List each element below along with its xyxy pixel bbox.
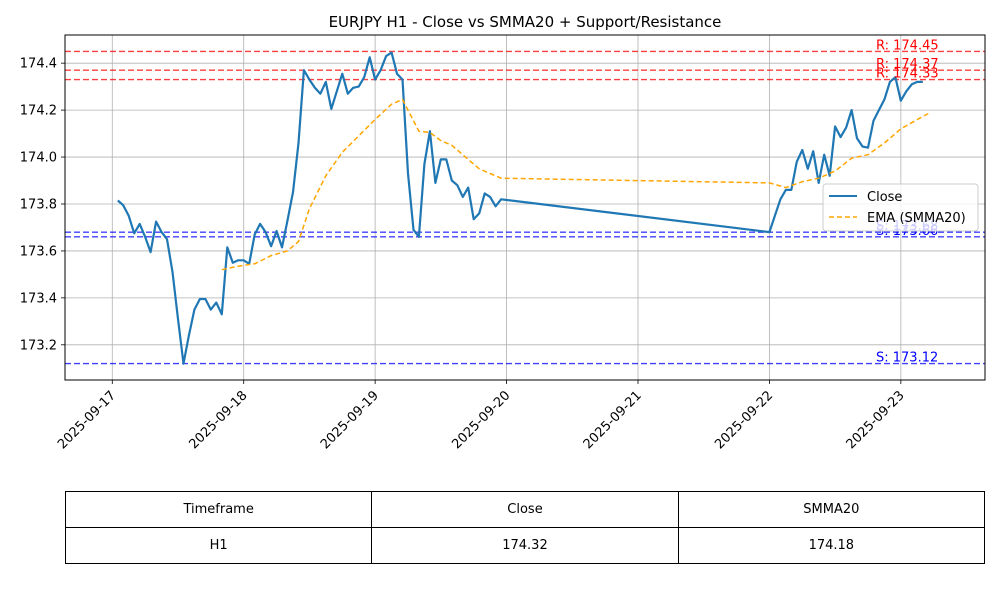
table-row: H1 174.32 174.18 <box>64 527 986 564</box>
smma20-series-line <box>221 98 929 271</box>
x-tick-label: 2025-09-23 <box>844 388 908 452</box>
support-label: S: 173.12 <box>876 351 938 366</box>
x-tick-label: 2025-09-21 <box>581 388 645 452</box>
axis-ticks: 2025-09-17 2025-09-18 2025-09-19 2025-09-20… <box>20 57 908 453</box>
table-header-cell: Timeframe <box>64 491 373 528</box>
table-header-cell: Close <box>371 491 679 528</box>
table-cell: 174.32 <box>371 527 679 564</box>
legend-label-close: Close <box>867 190 902 205</box>
x-tick-label: 2025-09-22 <box>712 388 776 452</box>
x-tick-label: 2025-09-19 <box>318 388 382 452</box>
y-tick-label: 174.0 <box>20 151 57 166</box>
table-cell: H1 <box>64 527 373 564</box>
legend-box <box>822 183 979 232</box>
series-lines <box>117 51 929 365</box>
resistance-label: R: 174.45 <box>876 38 939 53</box>
x-tick-label: 2025-09-18 <box>186 388 250 452</box>
legend-label-smma: EMA (SMMA20) <box>867 211 966 226</box>
plot-area-frame <box>64 34 986 381</box>
y-tick-label: 173.2 <box>20 338 57 353</box>
legend: Close EMA (SMMA20) <box>822 183 979 232</box>
x-tick-label: 2025-09-17 <box>55 388 119 452</box>
y-tick-label: 173.6 <box>20 244 57 259</box>
resistance-label: R: 174.33 <box>876 67 939 82</box>
support-resistance-lines <box>65 50 985 365</box>
close-series-line <box>117 51 923 365</box>
y-tick-label: 174.2 <box>20 104 57 119</box>
y-tick-label: 174.4 <box>20 57 57 72</box>
resistance-label: R: 174.37 <box>876 57 939 72</box>
table-header-row: Timeframe Close SMMA20 <box>64 491 986 528</box>
table-header-cell: SMMA20 <box>677 491 986 528</box>
table-cell: 174.18 <box>677 527 986 564</box>
summary-table: Timeframe Close SMMA20 H1 174.32 174.18 <box>64 491 986 564</box>
y-tick-label: 173.8 <box>20 197 57 212</box>
x-tick-label: 2025-09-20 <box>449 388 513 452</box>
y-tick-label: 173.4 <box>20 291 57 306</box>
chart-title: EURJPY H1 - Close vs SMMA20 + Support/Re… <box>329 13 722 31</box>
